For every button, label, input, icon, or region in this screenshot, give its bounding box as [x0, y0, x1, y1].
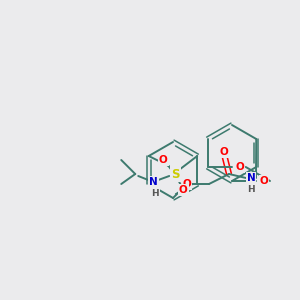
Text: O: O	[159, 155, 168, 165]
Text: O: O	[260, 176, 268, 186]
Text: O: O	[220, 147, 228, 157]
Text: S: S	[171, 167, 179, 181]
Text: N: N	[247, 173, 255, 183]
Text: O: O	[183, 179, 191, 189]
Text: H: H	[152, 188, 159, 197]
Text: O: O	[236, 162, 244, 172]
Text: H: H	[247, 184, 255, 194]
Text: O: O	[179, 185, 188, 195]
Text: N: N	[149, 177, 158, 187]
